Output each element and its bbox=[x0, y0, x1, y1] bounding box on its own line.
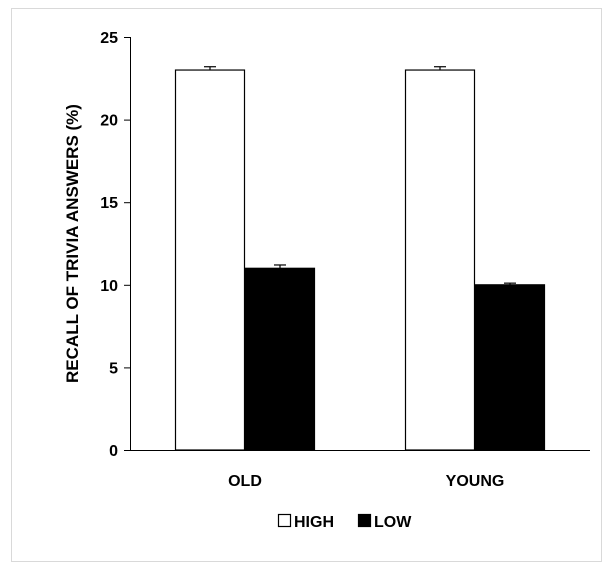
bar-low-old bbox=[244, 267, 316, 451]
y-tick-label: 15 bbox=[100, 195, 118, 212]
y-tick-label: 10 bbox=[100, 278, 118, 295]
y-tick-label: 0 bbox=[109, 443, 118, 460]
y-tick-label: 25 bbox=[100, 30, 118, 47]
y-axis-ticks: 0 5 10 15 20 25 bbox=[100, 30, 130, 460]
x-category-label: OLD bbox=[228, 473, 262, 490]
x-axis-ticks: OLD YOUNG bbox=[228, 473, 504, 490]
y-tick-label: 5 bbox=[109, 360, 118, 377]
legend-label-low: LOW bbox=[374, 514, 412, 531]
x-category-label: YOUNG bbox=[446, 473, 505, 490]
legend-label-high: HIGH bbox=[294, 514, 334, 531]
y-tick-label: 20 bbox=[100, 113, 118, 130]
bar-low-young bbox=[474, 284, 546, 451]
legend-swatch-high bbox=[277, 513, 292, 528]
bars bbox=[174, 66, 546, 451]
bar-high-old bbox=[174, 69, 246, 451]
legend-swatch-low bbox=[357, 513, 372, 528]
legend: HIGH LOW bbox=[277, 513, 412, 531]
bar-high-young bbox=[404, 69, 476, 451]
y-axis-label: RECALL OF TRIVIA ANSWERS (%) bbox=[63, 104, 82, 383]
